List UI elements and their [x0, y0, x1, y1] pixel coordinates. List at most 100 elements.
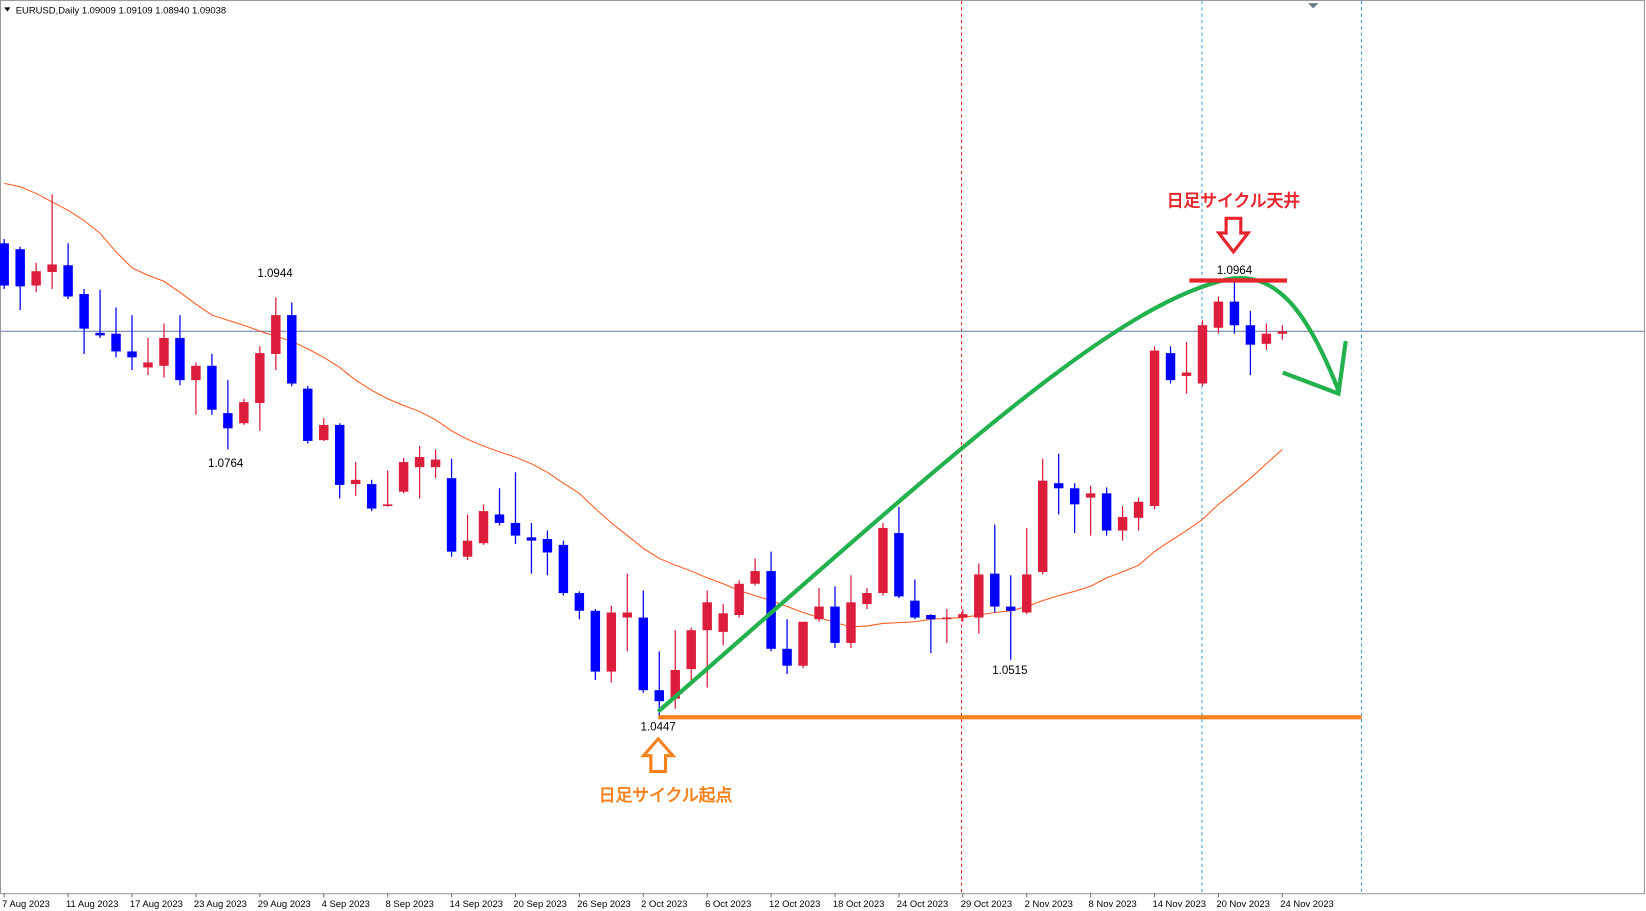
candle-body — [1085, 493, 1096, 498]
candle-body — [1245, 325, 1256, 345]
candle-body — [191, 365, 201, 381]
x-tick-label: 29 Oct 2023 — [961, 899, 1012, 910]
candle-body — [814, 606, 824, 620]
x-tick-label: 17 Aug 2023 — [130, 899, 183, 910]
candle-body — [750, 571, 760, 584]
candle-body — [1165, 353, 1176, 381]
price-annotation: 1.0447 — [641, 721, 676, 733]
candle-body — [478, 511, 489, 544]
down-arrow — [1215, 216, 1252, 255]
up-arrow — [640, 736, 677, 773]
price-annotation: 1.0764 — [208, 458, 244, 470]
candle-body — [430, 459, 441, 468]
candle-body — [350, 479, 361, 485]
candle-body — [1229, 301, 1240, 326]
candle-body — [223, 413, 233, 429]
x-tick-label: 12 Oct 2023 — [769, 899, 820, 910]
candle-body — [1069, 488, 1080, 505]
candle-body — [47, 264, 57, 273]
chart-title: EURUSD,Daily 1.09009 1.09109 1.08940 1.0… — [16, 6, 226, 17]
candle-body — [366, 484, 377, 509]
cycle-start-label: 日足サイクル起点 — [599, 785, 733, 805]
candle-body — [446, 478, 457, 552]
candle-body — [1022, 574, 1032, 613]
candle-body — [255, 353, 265, 403]
candle-body — [1149, 350, 1160, 507]
candle-body — [1006, 606, 1016, 611]
candle-body — [79, 293, 89, 329]
candle-body — [1037, 480, 1048, 572]
x-tick-label: 24 Oct 2023 — [897, 899, 948, 910]
x-tick-label: 14 Nov 2023 — [1152, 899, 1206, 910]
candle-body — [622, 612, 633, 618]
candle-body — [974, 574, 984, 618]
price-annotation: 1.0964 — [1217, 265, 1253, 277]
candle-body — [1181, 372, 1192, 376]
candle-body — [990, 573, 1000, 607]
candle-body — [574, 593, 585, 611]
candle-body — [382, 504, 393, 507]
candle-body — [63, 265, 73, 297]
candle-body — [958, 614, 968, 618]
candle-body — [926, 615, 936, 620]
x-tick-label: 24 Nov 2023 — [1280, 899, 1334, 910]
candle-body — [462, 540, 473, 557]
candle-body — [846, 602, 856, 643]
x-tick-label: 18 Oct 2023 — [833, 899, 884, 910]
candle-body — [239, 402, 249, 424]
candle-body — [271, 315, 281, 354]
candle-body — [31, 271, 41, 286]
candle-body — [798, 621, 808, 666]
x-tick-label: 20 Nov 2023 — [1216, 899, 1270, 910]
candle-body — [670, 669, 680, 699]
candle-body — [766, 571, 776, 649]
x-tick-label: 29 Aug 2023 — [258, 899, 311, 910]
candle-body — [143, 362, 153, 368]
candle-body — [734, 583, 744, 616]
candle-body — [334, 424, 345, 485]
x-tick-label: 26 Sep 2023 — [577, 899, 631, 910]
candle-body — [1133, 501, 1144, 518]
candle-body — [175, 337, 185, 381]
x-tick-label: 2 Oct 2023 — [641, 899, 687, 910]
curve-arrowhead — [1282, 340, 1348, 397]
cycle-curve — [656, 276, 1341, 714]
candle-body — [558, 544, 569, 594]
x-tick-label: 4 Sep 2023 — [322, 899, 370, 910]
candle-body — [782, 648, 792, 666]
candle-body — [111, 333, 121, 352]
candle-body — [303, 388, 313, 441]
candle-body — [638, 617, 649, 691]
candle-body — [1261, 333, 1272, 344]
x-tick-label: 20 Sep 2023 — [513, 899, 567, 910]
candle-body — [1101, 493, 1112, 531]
candle-body — [398, 462, 409, 492]
candle-body — [654, 690, 664, 702]
candle-body — [494, 514, 505, 523]
candle-body — [590, 610, 601, 672]
shift-marker — [1307, 3, 1319, 9]
candle-body — [1197, 325, 1208, 384]
x-tick-label: 23 Aug 2023 — [194, 899, 247, 910]
candle-body — [1053, 483, 1064, 489]
candle-body — [718, 613, 728, 632]
x-tick-label: 7 Aug 2023 — [2, 899, 50, 910]
candle-body — [830, 606, 840, 643]
candle-body — [942, 617, 952, 620]
candle-body — [1277, 331, 1288, 334]
candle-body — [1117, 517, 1128, 531]
candle-body — [159, 337, 169, 366]
candle-body — [910, 600, 920, 618]
x-tick-label: 2 Nov 2023 — [1025, 899, 1073, 910]
price-annotation: 1.0944 — [257, 268, 293, 280]
moving-average — [4, 182, 1283, 628]
candle-body — [526, 537, 537, 541]
candle-body — [414, 457, 425, 468]
cycle-top-label: 日足サイクル天井 — [1167, 191, 1301, 211]
x-tick-label: 8 Sep 2023 — [386, 899, 434, 910]
candle-body — [0, 243, 9, 286]
